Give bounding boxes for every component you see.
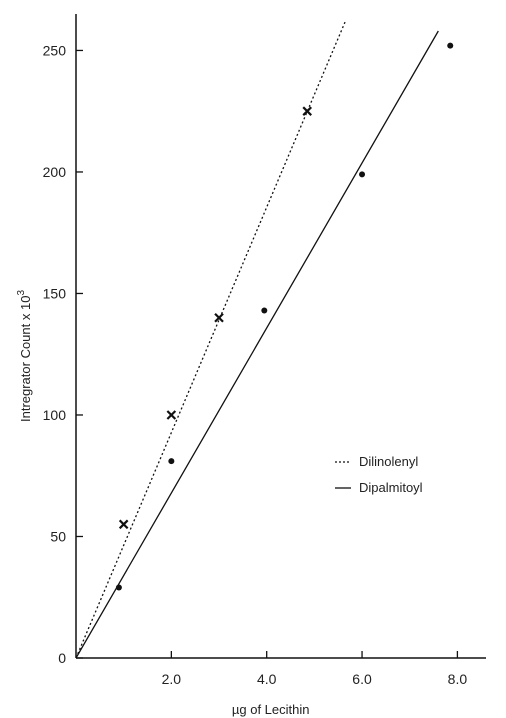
y-tick-label: 100 <box>43 407 67 423</box>
axes <box>75 14 486 659</box>
y-tick-label: 150 <box>43 285 67 301</box>
y-axis-title-superscript: 3 <box>16 290 27 296</box>
y-tick-label: 50 <box>50 528 66 544</box>
fit-line-dipalmitoyl <box>75 30 439 659</box>
point-dipalmitoyl <box>168 458 175 465</box>
cross-stroke <box>302 106 312 116</box>
fit-lines <box>75 21 439 659</box>
y-axis-title: Intregrator Count x 103 <box>16 290 33 422</box>
point-dilinolenyl <box>166 410 177 420</box>
cross-stroke <box>214 312 224 323</box>
x-ticks: 2.0 4.0 6.0 8.0 <box>162 651 468 687</box>
x-axis-title: µg of Lecithin <box>232 702 310 717</box>
x-tick-label: 8.0 <box>448 671 468 687</box>
x-tick-label: 6.0 <box>352 671 372 687</box>
x-tick-label: 2.0 <box>162 671 182 687</box>
point-dipalmitoyl <box>261 307 268 314</box>
data-points <box>115 42 454 591</box>
y-tick-label: 0 <box>58 650 66 666</box>
point-dilinolenyl <box>214 312 224 323</box>
x-tick-label: 4.0 <box>257 671 277 687</box>
y-axis-title-text: Intregrator Count x 10 <box>18 296 33 422</box>
point-dipalmitoyl <box>115 584 122 591</box>
cross-stroke <box>118 519 129 530</box>
y-tick-label: 250 <box>43 42 67 58</box>
point-dilinolenyl <box>118 519 129 530</box>
legend-label-dipalmitoyl: Dipalmitoyl <box>359 480 423 495</box>
legend: Dilinolenyl Dipalmitoyl <box>335 454 423 495</box>
point-dipalmitoyl <box>359 171 366 178</box>
fit-line-dilinolenyl <box>75 21 346 659</box>
legend-label-dilinolenyl: Dilinolenyl <box>359 454 418 469</box>
point-dipalmitoyl <box>447 42 454 49</box>
cross-stroke <box>166 410 177 420</box>
y-tick-label: 200 <box>43 164 67 180</box>
point-dilinolenyl <box>302 106 312 116</box>
y-ticks: 0 50 100 150 200 250 <box>43 42 83 666</box>
